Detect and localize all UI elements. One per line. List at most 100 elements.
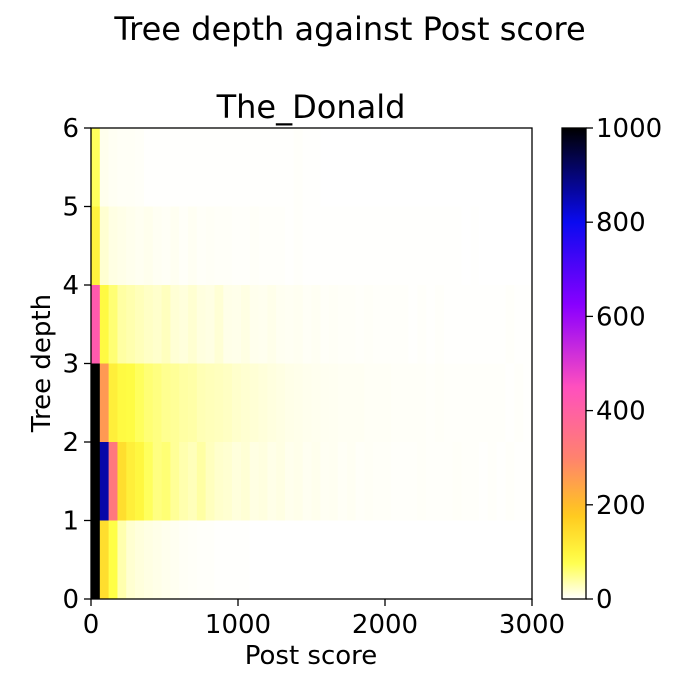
heatmap-cell: [126, 520, 136, 599]
heatmap-cell: [443, 442, 453, 521]
heatmap-cell: [496, 442, 506, 521]
heatmap-cell: [329, 442, 339, 521]
heatmap-cell: [434, 128, 445, 207]
heatmap-cell: [337, 206, 348, 285]
heatmap-cell: [443, 363, 453, 442]
heatmap-cell: [373, 442, 383, 521]
heatmap-cell: [364, 128, 374, 207]
y-tick-label: 5: [62, 193, 79, 223]
heatmap-cell: [408, 285, 418, 364]
heatmap-cell: [337, 285, 348, 364]
heatmap-cell: [461, 442, 471, 521]
heatmap-cell: [311, 363, 321, 442]
heatmap-cell: [161, 520, 171, 599]
heatmap-cell: [232, 363, 242, 442]
heatmap-cell: [117, 128, 127, 207]
heatmap-cell: [470, 363, 480, 442]
heatmap-cell: [452, 285, 462, 364]
heatmap-cell: [276, 128, 286, 207]
heatmap-cell: [143, 363, 154, 442]
heatmap-cell: [311, 442, 321, 521]
heatmap-cell: [276, 285, 286, 364]
heatmap-cell: [126, 285, 136, 364]
heatmap-cell: [505, 285, 515, 364]
heatmap-cell: [452, 363, 462, 442]
heatmap-cell: [496, 128, 506, 207]
heatmap-cell: [417, 128, 427, 207]
heatmap-cell: [143, 206, 154, 285]
heatmap-cell: [99, 442, 109, 521]
heatmap-cell: [91, 520, 101, 599]
heatmap-cell: [108, 128, 118, 207]
heatmap-cell: [355, 128, 365, 207]
heatmap-cell: [302, 442, 312, 521]
heatmap-cell: [188, 442, 198, 521]
heatmap-cell: [161, 442, 171, 521]
heatmap-cell: [267, 363, 277, 442]
heatmap-cell: [434, 363, 445, 442]
x-tick-label: 3000: [499, 610, 565, 640]
heatmap-cell: [514, 442, 524, 521]
heatmap-cell: [434, 442, 445, 521]
heatmap-cell: [152, 128, 162, 207]
heatmap-cell: [426, 363, 436, 442]
heatmap-cell: [223, 285, 233, 364]
heatmap-cell: [223, 442, 233, 521]
heatmap-cell: [117, 285, 127, 364]
heatmap-cell: [311, 520, 321, 599]
heatmap-cell: [399, 442, 409, 521]
heatmap-cell: [135, 442, 145, 521]
heatmap-cell: [461, 206, 471, 285]
heatmap-cell: [320, 363, 330, 442]
heatmap-cell: [364, 442, 374, 521]
heatmap-cell: [161, 206, 171, 285]
heatmap-cell: [126, 128, 136, 207]
heatmap-cell: [426, 206, 436, 285]
heatmap-cell: [170, 520, 180, 599]
heatmap-cell: [399, 285, 409, 364]
heatmap-cell: [135, 206, 145, 285]
heatmap-cell: [426, 442, 436, 521]
heatmap-cell: [417, 285, 427, 364]
heatmap-cell: [408, 128, 418, 207]
heatmap-cell: [443, 128, 453, 207]
heatmap-cell: [434, 520, 445, 599]
heatmap-cell: [249, 442, 259, 521]
heatmap-cell: [179, 442, 189, 521]
heatmap-cell: [505, 520, 515, 599]
heatmap-cell: [143, 442, 154, 521]
heatmap-cell: [152, 520, 162, 599]
heatmap-cell: [320, 285, 330, 364]
heatmap-cell: [240, 285, 251, 364]
heatmap-cell: [426, 285, 436, 364]
heatmap-cell: [514, 520, 524, 599]
heatmap-cell: [205, 363, 215, 442]
heatmap-cell: [99, 285, 109, 364]
heatmap-cell: [355, 442, 365, 521]
x-tick-label: 0: [83, 610, 100, 640]
heatmap-cell: [99, 520, 109, 599]
heatmap-cell: [311, 128, 321, 207]
heatmap-cell: [205, 206, 215, 285]
y-tick-label: 2: [62, 428, 79, 458]
heatmap-cell: [108, 520, 118, 599]
colorbar-tick-label: 800: [596, 208, 646, 238]
heatmap-cell: [91, 285, 101, 364]
heatmap-cell: [285, 363, 295, 442]
heatmap-cell: [346, 285, 356, 364]
heatmap-cell: [232, 206, 242, 285]
heatmap-cell: [329, 520, 339, 599]
heatmap-cell: [249, 206, 259, 285]
y-tick-label: 6: [62, 114, 79, 144]
heatmap-cell: [320, 128, 330, 207]
heatmap-cell: [258, 520, 268, 599]
chart-title: The_Donald: [216, 88, 406, 126]
heatmap-cell: [302, 285, 312, 364]
heatmap-cell: [461, 520, 471, 599]
heatmap-cell: [232, 285, 242, 364]
heatmap-cell: [373, 285, 383, 364]
heatmap-cell: [496, 363, 506, 442]
heatmap-cell: [267, 128, 277, 207]
heatmap-cell: [505, 363, 515, 442]
heatmap-cell: [214, 285, 224, 364]
